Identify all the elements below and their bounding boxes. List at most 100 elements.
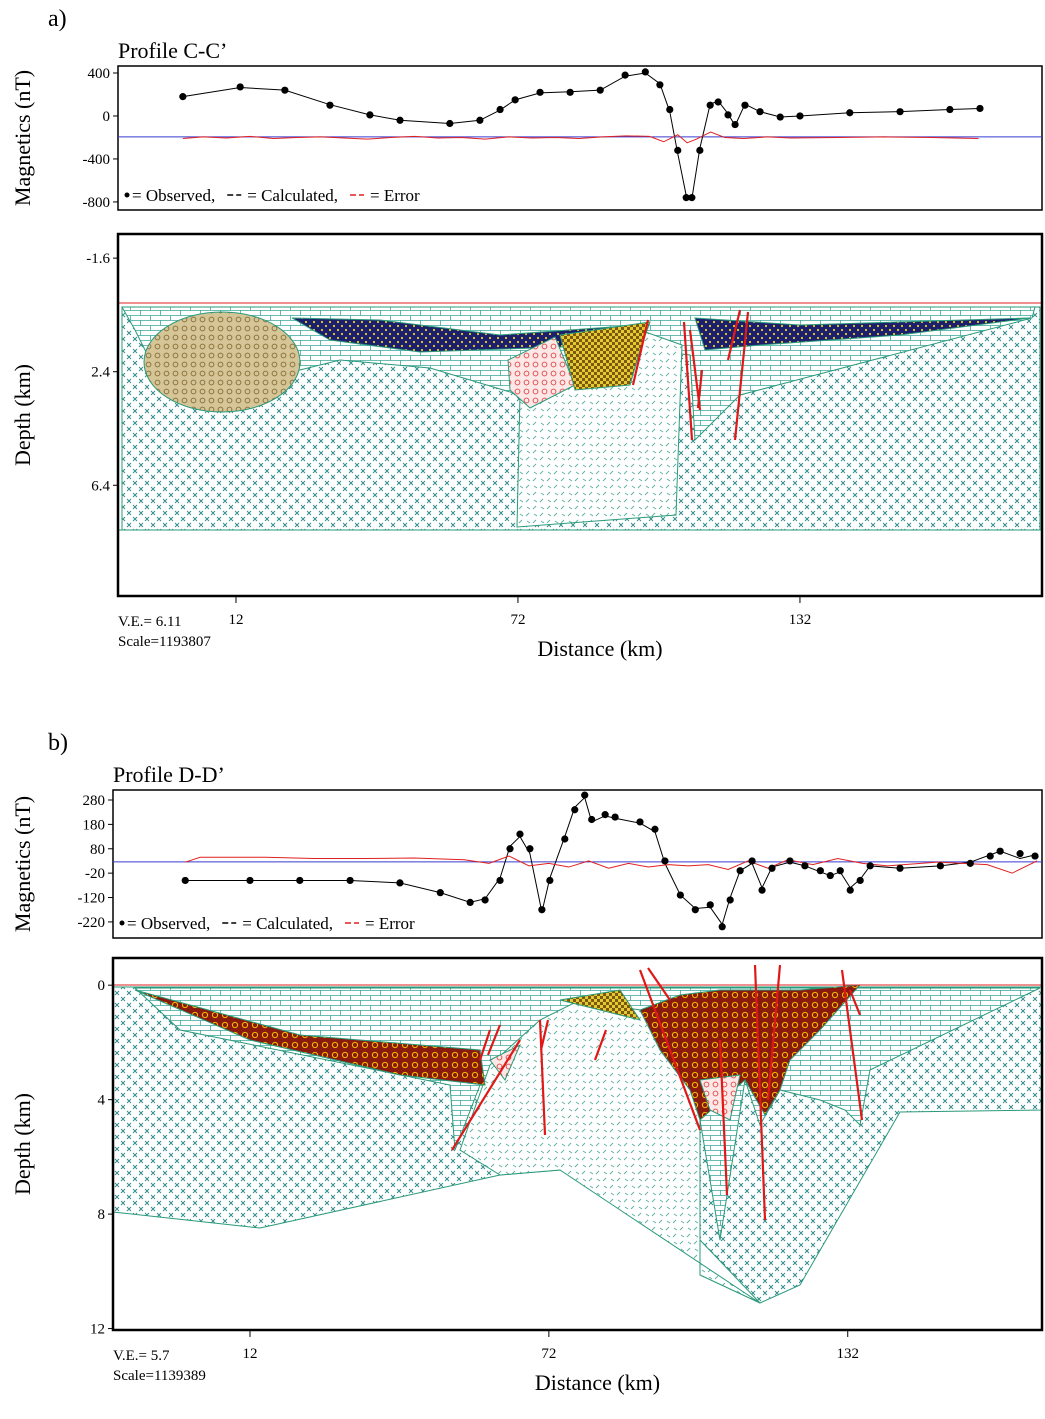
observed-point — [856, 876, 864, 885]
chart-title: Profile C-C’ — [118, 38, 227, 63]
legend-label: = Error — [370, 186, 420, 205]
section-a-geology — [118, 302, 1042, 531]
olive-body — [559, 321, 651, 391]
observed-point — [246, 876, 254, 885]
observed-point — [651, 825, 659, 833]
y-tick-label: -1.6 — [86, 251, 110, 267]
observed-point — [741, 101, 749, 109]
observed-point — [481, 896, 489, 904]
observed-point — [396, 879, 404, 887]
series-line — [185, 796, 1036, 926]
observed-point — [511, 96, 519, 104]
chart-title: Profile D-D’ — [113, 762, 225, 787]
observed-point — [758, 886, 766, 894]
observed-point — [621, 71, 629, 79]
observed-point — [688, 194, 696, 202]
observed-point — [581, 791, 589, 799]
x-axis-title: Distance (km) — [537, 636, 662, 661]
observed-point — [796, 112, 804, 120]
observed-point — [966, 859, 974, 867]
observed-point — [538, 906, 546, 914]
note: Scale=1193807 — [118, 634, 211, 650]
observed-point — [896, 864, 904, 872]
observed-point — [296, 876, 304, 885]
x-tick-label: 132 — [789, 612, 812, 628]
observed-point — [946, 105, 954, 114]
observed-point — [476, 116, 484, 124]
observed-point — [1031, 852, 1039, 860]
observed-point — [546, 876, 554, 885]
panel-label: a) — [48, 6, 67, 32]
y-tick-label: 12 — [90, 1322, 105, 1338]
y-tick-label: 6.4 — [91, 478, 110, 494]
observed-point — [826, 871, 834, 880]
y-tick-label: 0 — [98, 978, 106, 994]
observed-point — [714, 98, 722, 106]
x-tick-label: 12 — [242, 1346, 257, 1362]
observed-point — [179, 93, 187, 101]
fault — [631, 309, 750, 441]
observed-point — [996, 847, 1004, 855]
observed-point — [561, 835, 569, 843]
observed-point — [611, 813, 619, 821]
observed-point — [691, 906, 699, 914]
y-tick-label: 400 — [88, 66, 111, 82]
observed-point — [588, 815, 596, 824]
y-axis-title: Depth (km) — [10, 1093, 35, 1195]
observed-point — [846, 886, 854, 894]
observed-point — [656, 81, 664, 89]
observed-point — [436, 889, 444, 897]
observed-point — [776, 113, 784, 121]
y-tick-label: -20 — [85, 866, 105, 882]
red-body — [639, 984, 862, 1121]
series-line — [182, 131, 979, 144]
observed-point — [696, 146, 704, 154]
plot-frame — [117, 65, 1043, 211]
observed-point — [731, 120, 739, 129]
observed-point — [736, 867, 744, 875]
y-tick-label: 280 — [83, 793, 106, 809]
observed-point — [601, 811, 609, 819]
legend-label: = Observed, — [127, 914, 210, 933]
y-axis-title: Magnetics (nT) — [10, 70, 35, 206]
observed-point — [768, 864, 776, 872]
panel-label: b) — [48, 730, 68, 756]
observed-point — [1016, 850, 1024, 858]
observed-point — [181, 876, 189, 885]
observed-point — [506, 845, 514, 853]
observed-point — [596, 86, 604, 94]
observed-point — [801, 862, 809, 870]
y-axis-title: Depth (km) — [10, 364, 35, 466]
observed-point — [816, 867, 824, 875]
observed-point — [366, 111, 374, 119]
y-tick-label: 80 — [90, 842, 105, 858]
observed-point — [706, 901, 714, 909]
observed-point — [346, 876, 354, 885]
series-line — [182, 72, 980, 200]
observed-point — [724, 111, 732, 119]
observed-point — [666, 105, 674, 114]
navy-body — [694, 317, 1031, 351]
observed-point — [536, 88, 544, 96]
y-tick-label: 2.4 — [91, 365, 110, 381]
observed-point — [676, 891, 684, 899]
observed-point — [682, 194, 690, 202]
observed-point — [526, 845, 534, 853]
observed-point — [396, 116, 404, 124]
observed-point — [936, 862, 944, 870]
observed-point — [726, 896, 734, 904]
observed-point — [718, 923, 726, 931]
observed-point — [866, 862, 874, 870]
y-tick-label: -800 — [83, 195, 111, 211]
x-tick-label: 72 — [541, 1346, 556, 1362]
observed-point — [641, 68, 649, 76]
y-tick-label: -220 — [78, 915, 106, 931]
x-tick-label: 72 — [510, 612, 525, 628]
legend-label: = Calculated, — [247, 186, 338, 205]
observed-point — [661, 857, 669, 865]
y-tick-label: -400 — [83, 152, 111, 168]
observed-point — [326, 101, 334, 109]
note: V.E.= 6.11 — [118, 614, 181, 630]
observed-point — [446, 119, 454, 128]
